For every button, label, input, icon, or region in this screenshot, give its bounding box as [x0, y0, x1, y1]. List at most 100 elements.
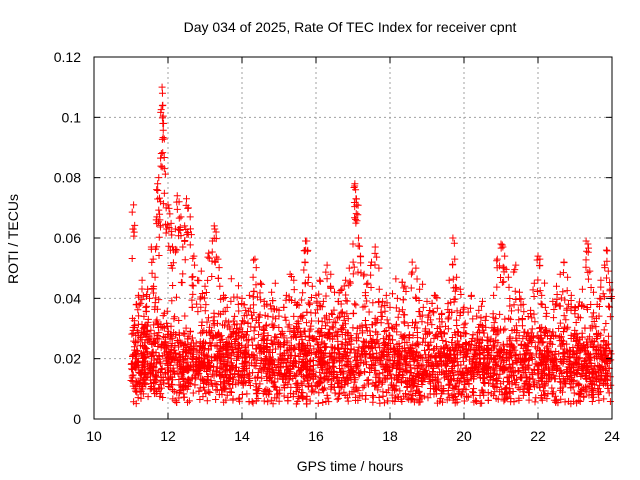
- data-point: [403, 367, 411, 375]
- data-point: [371, 249, 379, 257]
- data-point: [169, 367, 177, 375]
- data-point: [385, 335, 393, 343]
- data-point: [198, 321, 206, 329]
- data-point: [231, 341, 239, 349]
- data-point: [261, 356, 269, 364]
- data-point: [249, 351, 257, 359]
- data-point: [557, 378, 565, 386]
- data-point: [593, 330, 601, 338]
- data-point: [201, 345, 209, 353]
- data-point: [519, 335, 527, 343]
- data-point: [577, 372, 585, 380]
- data-point: [553, 282, 560, 290]
- data-point: [328, 311, 336, 319]
- data-point: [384, 372, 392, 380]
- data-point: [485, 358, 493, 366]
- data-point: [513, 359, 521, 367]
- data-point: [254, 395, 262, 403]
- data-point: [377, 312, 385, 320]
- data-point: [606, 313, 614, 321]
- data-point: [463, 392, 471, 400]
- data-point: [563, 304, 571, 312]
- data-point: [141, 322, 149, 330]
- data-point: [229, 380, 237, 388]
- data-point: [140, 312, 148, 320]
- data-point: [537, 359, 545, 367]
- data-point: [188, 273, 196, 281]
- data-point: [364, 279, 372, 287]
- data-point: [278, 329, 286, 337]
- data-point: [137, 394, 145, 402]
- data-point: [256, 349, 264, 357]
- data-point: [514, 366, 522, 374]
- data-point: [349, 258, 357, 266]
- data-point: [510, 371, 518, 379]
- data-point: [496, 352, 504, 360]
- data-point: [399, 333, 407, 341]
- data-point: [264, 332, 272, 340]
- data-point: [516, 385, 524, 393]
- data-point: [528, 333, 536, 341]
- data-point: [369, 299, 377, 307]
- data-point: [227, 297, 235, 305]
- data-point: [581, 324, 589, 332]
- data-point: [498, 386, 506, 394]
- data-point: [322, 292, 330, 300]
- data-point: [391, 386, 399, 394]
- data-point: [512, 351, 520, 359]
- data-point: [210, 363, 218, 371]
- data-point: [182, 340, 190, 348]
- data-point: [408, 395, 416, 403]
- data-point: [419, 334, 427, 342]
- data-point: [234, 300, 242, 308]
- data-point: [446, 372, 454, 380]
- data-point: [337, 384, 345, 392]
- data-point: [189, 273, 197, 281]
- data-point: [356, 392, 364, 400]
- data-point: [173, 398, 181, 406]
- data-point: [525, 396, 533, 404]
- data-point: [419, 303, 427, 311]
- data-point: [286, 345, 294, 353]
- x-tick-label: 12: [160, 428, 176, 444]
- data-point: [542, 363, 550, 371]
- data-point: [537, 373, 545, 381]
- data-point: [450, 347, 458, 355]
- data-point: [215, 391, 223, 399]
- data-point: [325, 375, 333, 383]
- data-point: [430, 309, 438, 317]
- data-point: [273, 334, 281, 342]
- data-point: [218, 386, 226, 394]
- data-point: [516, 288, 523, 296]
- data-point: [256, 365, 264, 373]
- data-point: [558, 341, 566, 349]
- data-point: [159, 394, 167, 402]
- data-point: [328, 332, 336, 340]
- data-point: [335, 345, 343, 353]
- data-point: [286, 327, 294, 335]
- data-point: [243, 331, 251, 339]
- data-point: [585, 373, 593, 381]
- data-point: [401, 282, 409, 290]
- data-point: [377, 361, 385, 369]
- y-tick-label: 0.1: [62, 109, 82, 125]
- data-point: [445, 380, 453, 388]
- data-point: [196, 384, 204, 392]
- data-point: [536, 383, 544, 391]
- data-point: [529, 375, 537, 383]
- data-point: [323, 261, 331, 269]
- data-point: [270, 338, 278, 346]
- data-point: [542, 327, 550, 335]
- data-point: [532, 350, 540, 358]
- data-point: [181, 222, 189, 230]
- data-point: [521, 355, 529, 363]
- data-point: [188, 303, 196, 311]
- data-point: [386, 332, 394, 340]
- data-point: [383, 388, 391, 396]
- data-point: [199, 350, 207, 358]
- data-point: [541, 303, 549, 311]
- data-point: [410, 358, 418, 366]
- data-point: [196, 338, 204, 346]
- data-point: [298, 333, 306, 341]
- data-point: [567, 347, 575, 355]
